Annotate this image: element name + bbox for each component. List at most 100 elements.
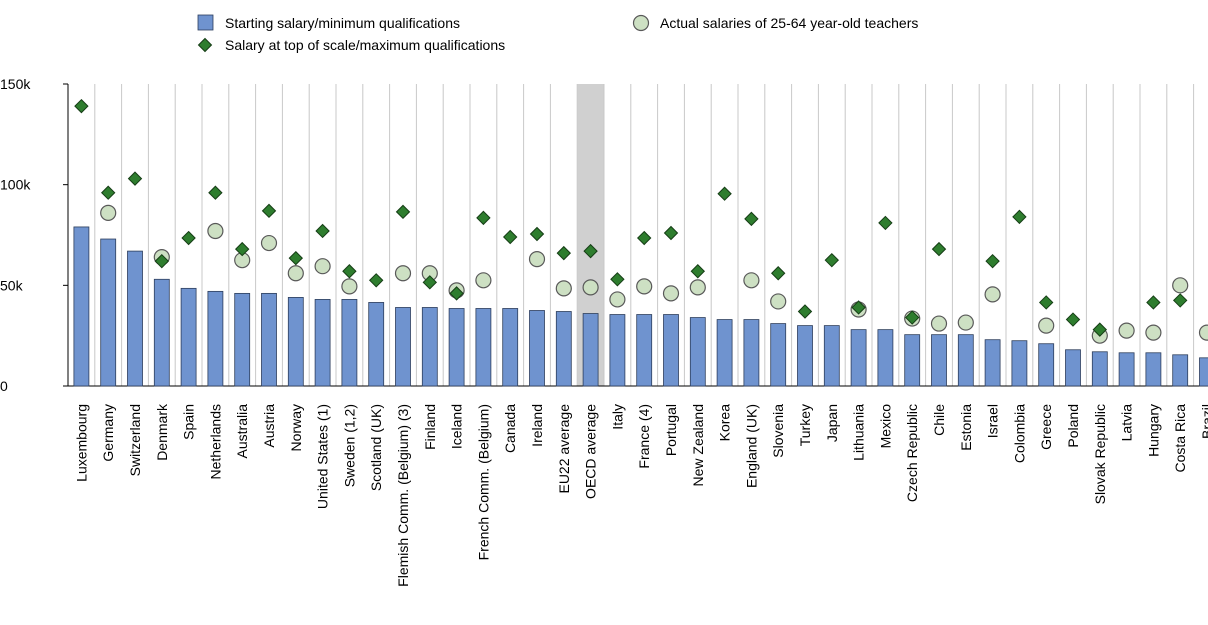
bar-starting-salary-latvia (1118, 352, 1135, 387)
x-tick-label-czech-republic: Czech Republic (904, 404, 920, 502)
point-top-salary-mexico (878, 215, 893, 231)
bar-starting-salary-england-uk (743, 319, 760, 387)
point-actual-salary-israel (984, 286, 1001, 303)
point-actual-salary-ireland (528, 251, 546, 268)
point-actual-salary-latvia (1118, 322, 1135, 339)
legend-swatch-circle (632, 14, 650, 32)
bar-starting-salary-estonia (957, 334, 974, 387)
y-tick-label: 0 (0, 378, 8, 394)
point-top-salary-denmark (154, 253, 170, 269)
x-tick-label-korea: Korea (717, 404, 733, 442)
point-top-salary-chile (931, 241, 947, 257)
x-tick-label-germany: Germany (100, 404, 116, 462)
point-top-salary-turkey (797, 304, 813, 319)
point-actual-salary-portugal (662, 285, 680, 302)
point-top-salary-netherlands (208, 185, 223, 200)
bar-starting-salary-hungary (1145, 352, 1162, 387)
point-top-salary-finland (422, 275, 438, 290)
bar-starting-salary-portugal (663, 314, 679, 387)
point-top-salary-new-zealand (690, 264, 706, 279)
x-tick-label-ireland: Ireland (529, 404, 545, 447)
bar-layer (73, 226, 1208, 387)
bar-starting-salary-iceland (448, 308, 465, 387)
x-tick-label-mexico: Mexico (877, 404, 893, 449)
bar-starting-salary-norway (287, 297, 304, 387)
y-tick-label: 100k (0, 177, 31, 193)
bar-starting-salary-czech-republic (904, 334, 921, 387)
label-layer: Luxembourg Germany Switzerland Denmark Spain… (73, 403, 1208, 587)
bar-starting-salary-australia (234, 292, 251, 387)
point-top-salary-colombia (1012, 209, 1027, 225)
bar-starting-salary-israel (984, 339, 1001, 387)
x-tick-label-lithuania: Lithuania (851, 404, 867, 461)
bar-starting-salary-japan (823, 325, 840, 387)
point-top-salary-eu22-average (556, 245, 572, 261)
bar-starting-salary-luxembourg (73, 226, 90, 387)
bar-starting-salary-austria (261, 292, 277, 387)
point-top-salary-greece (1038, 295, 1054, 310)
legend-swatch-diamond (197, 37, 213, 53)
bar-starting-salary-united-states-1 (314, 299, 331, 387)
x-tick-label-hungary: Hungary (1145, 404, 1161, 457)
point-top-salary-oecd-average (583, 243, 598, 259)
point-top-salary-slovak-republic (1092, 322, 1108, 337)
point-top-salary-italy (610, 272, 625, 287)
point-actual-salary-greece (1038, 317, 1055, 334)
point-actual-salary-norway (287, 265, 304, 282)
grid-layer (67, 84, 1195, 386)
bar-starting-salary-slovak-republic (1091, 351, 1108, 387)
point-actual-salary-brazil (1198, 324, 1208, 341)
bar-starting-salary-brazil (1199, 357, 1208, 387)
x-tick-label-japan: Japan (824, 404, 840, 442)
x-tick-label-poland: Poland (1065, 404, 1081, 448)
bar-starting-salary-sweden-1-2 (341, 299, 358, 387)
x-tick-label-netherlands: Netherlands (207, 404, 223, 480)
bar-starting-salary-ireland (529, 310, 545, 387)
x-tick-label-canada: Canada (502, 404, 518, 453)
x-tick-label-slovenia: Slovenia (770, 404, 786, 458)
bar-starting-salary-lithuania (850, 329, 867, 387)
bar-starting-salary-chile (931, 334, 947, 387)
point-top-salary-sweden-1-2 (342, 264, 357, 279)
point-top-salary-australia (234, 241, 250, 257)
x-tick-label-spain: Spain (181, 404, 197, 440)
x-tick-label-costa-rica: Costa Rica (1172, 404, 1188, 473)
legend-item-starting-salary: Starting salary/minimum qualifications (197, 14, 460, 31)
point-top-salary-germany (100, 185, 116, 200)
point-top-salary-switzerland (127, 171, 143, 186)
x-tick-label-luxembourg: Luxembourg (73, 404, 89, 482)
bar-starting-salary-flemish-comm-belgium-3 (395, 307, 411, 387)
bar-starting-salary-scotland-uk (368, 302, 385, 387)
bar-starting-salary-mexico (877, 329, 894, 387)
bar-starting-salary-korea (716, 319, 733, 387)
x-tick-label-latvia: Latvia (1119, 404, 1135, 442)
point-actual-salary-united-states-1 (314, 258, 331, 275)
x-tick-label-chile: Chile (931, 404, 947, 436)
legend-label-top-salary: Salary at top of scale/maximum qualifica… (225, 37, 505, 53)
x-tick-label-israel: Israel (985, 404, 1001, 438)
point-actual-salary-estonia (957, 314, 974, 331)
point-top-salary-flemish-comm-belgium-3 (395, 204, 411, 220)
point-actual-salary-oecd-average (582, 279, 599, 296)
point-top-salary-poland (1065, 312, 1081, 327)
marker-layer (74, 98, 1208, 344)
bar-starting-salary-eu22-average (555, 311, 572, 387)
bar-starting-salary-poland (1065, 349, 1081, 387)
point-actual-salary-eu22-average (555, 280, 572, 297)
point-top-salary-united-states-1 (315, 223, 330, 239)
point-actual-salary-costa-rica (1172, 277, 1189, 294)
point-top-salary-portugal (663, 225, 679, 241)
x-tick-label-turkey: Turkey (797, 404, 813, 446)
x-tick-label-sweden-1-2: Sweden (1,2) (341, 404, 357, 487)
x-tick-label-new-zealand: New Zealand (690, 404, 706, 487)
bar-starting-salary-turkey (797, 325, 813, 387)
x-tick-label-france-4: France (4) (636, 404, 652, 469)
legend-label-starting-salary: Starting salary/minimum qualifications (225, 15, 460, 31)
bar-starting-salary-spain (180, 287, 197, 387)
x-tick-label-estonia: Estonia (958, 404, 974, 451)
point-top-salary-england-uk (744, 211, 759, 227)
bar-starting-salary-denmark (153, 278, 170, 387)
bar-starting-salary-oecd-average (582, 313, 599, 387)
bar-starting-salary-costa-rica (1172, 354, 1189, 387)
point-actual-salary-flemish-comm-belgium-3 (394, 265, 412, 282)
